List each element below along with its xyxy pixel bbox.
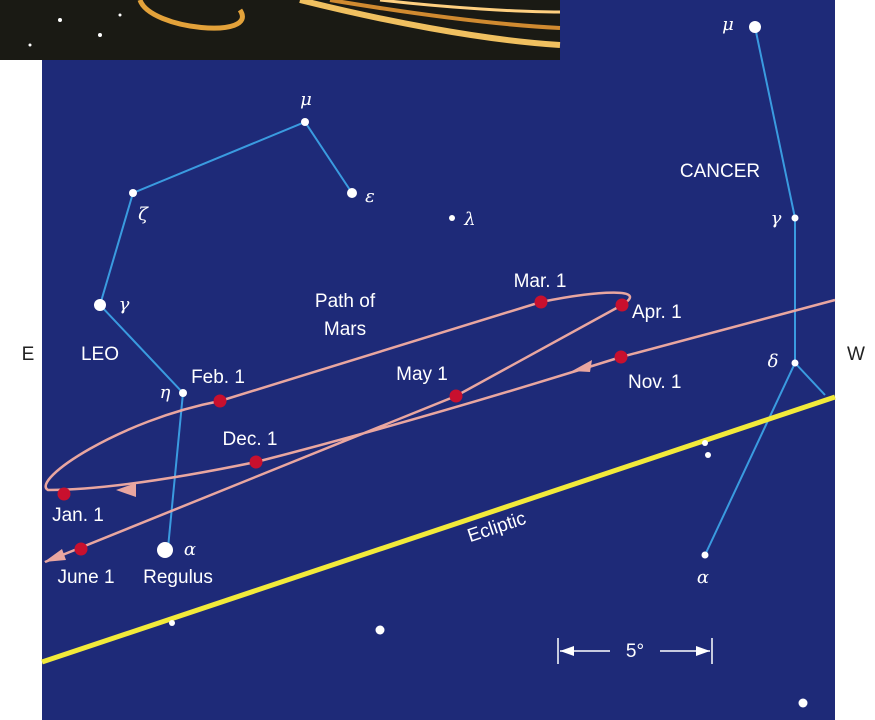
star-label: μ — [722, 14, 734, 35]
sky — [42, 0, 835, 720]
star-name: Regulus — [143, 567, 213, 588]
date-label: June 1 — [57, 567, 114, 588]
date-label: Nov. 1 — [628, 372, 682, 393]
direction: W — [847, 344, 865, 365]
date-label: Jan. 1 — [52, 505, 104, 526]
star — [157, 542, 173, 558]
star — [701, 551, 709, 559]
star-label: γ — [771, 208, 782, 229]
star — [129, 189, 137, 197]
scale-label: 5° — [626, 641, 644, 662]
constellation-name: CANCER — [680, 161, 760, 182]
date-label: May 1 — [396, 364, 448, 385]
date-point — [249, 455, 263, 469]
date-point — [534, 295, 548, 309]
star — [749, 21, 761, 33]
star — [347, 188, 357, 198]
date-point — [449, 389, 463, 403]
star-label: δ — [768, 351, 779, 372]
star — [301, 118, 309, 126]
star — [791, 214, 799, 222]
star-label: α — [184, 539, 196, 560]
star — [94, 299, 106, 311]
photo — [0, 0, 561, 60]
date-point — [57, 487, 71, 501]
star-label: α — [697, 567, 709, 588]
path-arrows — [44, 360, 592, 562]
path-label: Mars — [324, 319, 366, 340]
date-label: Mar. 1 — [514, 271, 567, 292]
star-label: ζ — [138, 204, 149, 225]
star — [449, 215, 455, 221]
date-label: Feb. 1 — [191, 367, 245, 388]
constellation-name: LEO — [81, 344, 119, 365]
star-label: η — [160, 382, 171, 403]
date-label: Dec. 1 — [223, 429, 278, 450]
star-label: ε — [365, 186, 375, 207]
star — [791, 359, 799, 367]
date-point — [213, 394, 227, 408]
other-stars — [169, 440, 808, 708]
date-point — [74, 542, 88, 556]
star-label: λ — [463, 209, 475, 230]
constellation-lines — [98, 26, 826, 556]
star-label: γ — [119, 294, 130, 315]
star — [179, 389, 187, 397]
star-label: μ — [300, 89, 312, 110]
scale-bar — [557, 638, 713, 664]
date-point — [615, 298, 629, 312]
direction: E — [22, 344, 35, 365]
date-point — [614, 350, 628, 364]
path-label: Path of — [315, 291, 376, 312]
date-label: Apr. 1 — [632, 302, 682, 323]
